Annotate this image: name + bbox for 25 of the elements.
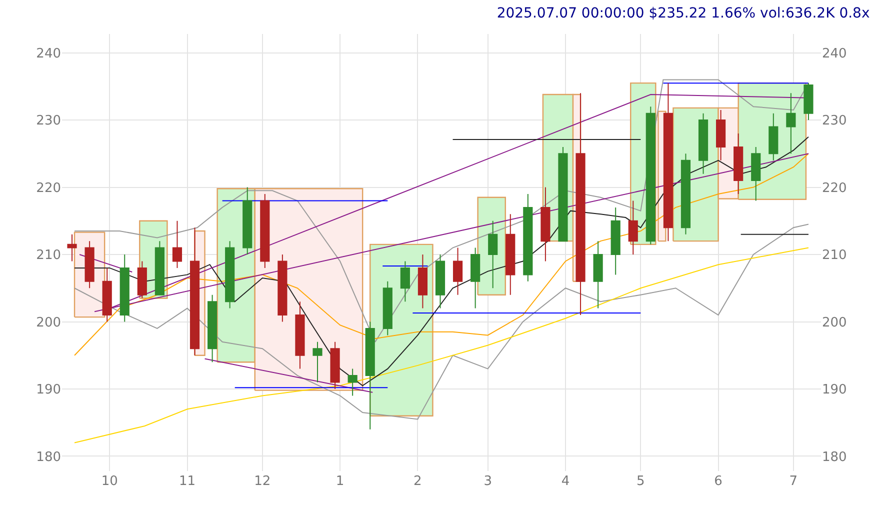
- x-tick-label: 1: [336, 474, 344, 489]
- x-tick-label: 4: [561, 474, 570, 489]
- y2-tick-label: 210: [822, 248, 847, 264]
- y-tick-label: 230: [36, 114, 61, 129]
- y2-tick-label: 200: [822, 315, 847, 330]
- x-tick-label: 12: [254, 474, 271, 489]
- y2-tick-label: 240: [822, 46, 847, 62]
- y-tick-label: 240: [36, 46, 61, 62]
- y-tick-label: 220: [36, 180, 61, 196]
- x-tick-label: 10: [101, 474, 118, 489]
- y-tick-label: 190: [36, 382, 61, 398]
- x-tick-label: 2: [414, 474, 422, 489]
- y-tick-label: 180: [36, 450, 61, 465]
- x-tick-label: 5: [636, 474, 645, 489]
- x-tick-label: 7: [789, 474, 798, 489]
- y2-tick-label: 180: [822, 450, 847, 465]
- x-tick-label: 3: [484, 474, 492, 489]
- y-tick-label: 210: [36, 248, 61, 264]
- y2-tick-label: 220: [822, 180, 847, 196]
- x-tick-label: 11: [178, 474, 196, 489]
- y-tick-label: 200: [36, 315, 61, 330]
- y2-tick-label: 230: [822, 114, 847, 129]
- chart-title: 2025.07.07 00:00:00 $235.22 1.66% vol:636.2K 0.8x: [496, 5, 870, 22]
- y2-tick-label: 190: [822, 382, 847, 398]
- x-tick-label: 6: [714, 474, 722, 489]
